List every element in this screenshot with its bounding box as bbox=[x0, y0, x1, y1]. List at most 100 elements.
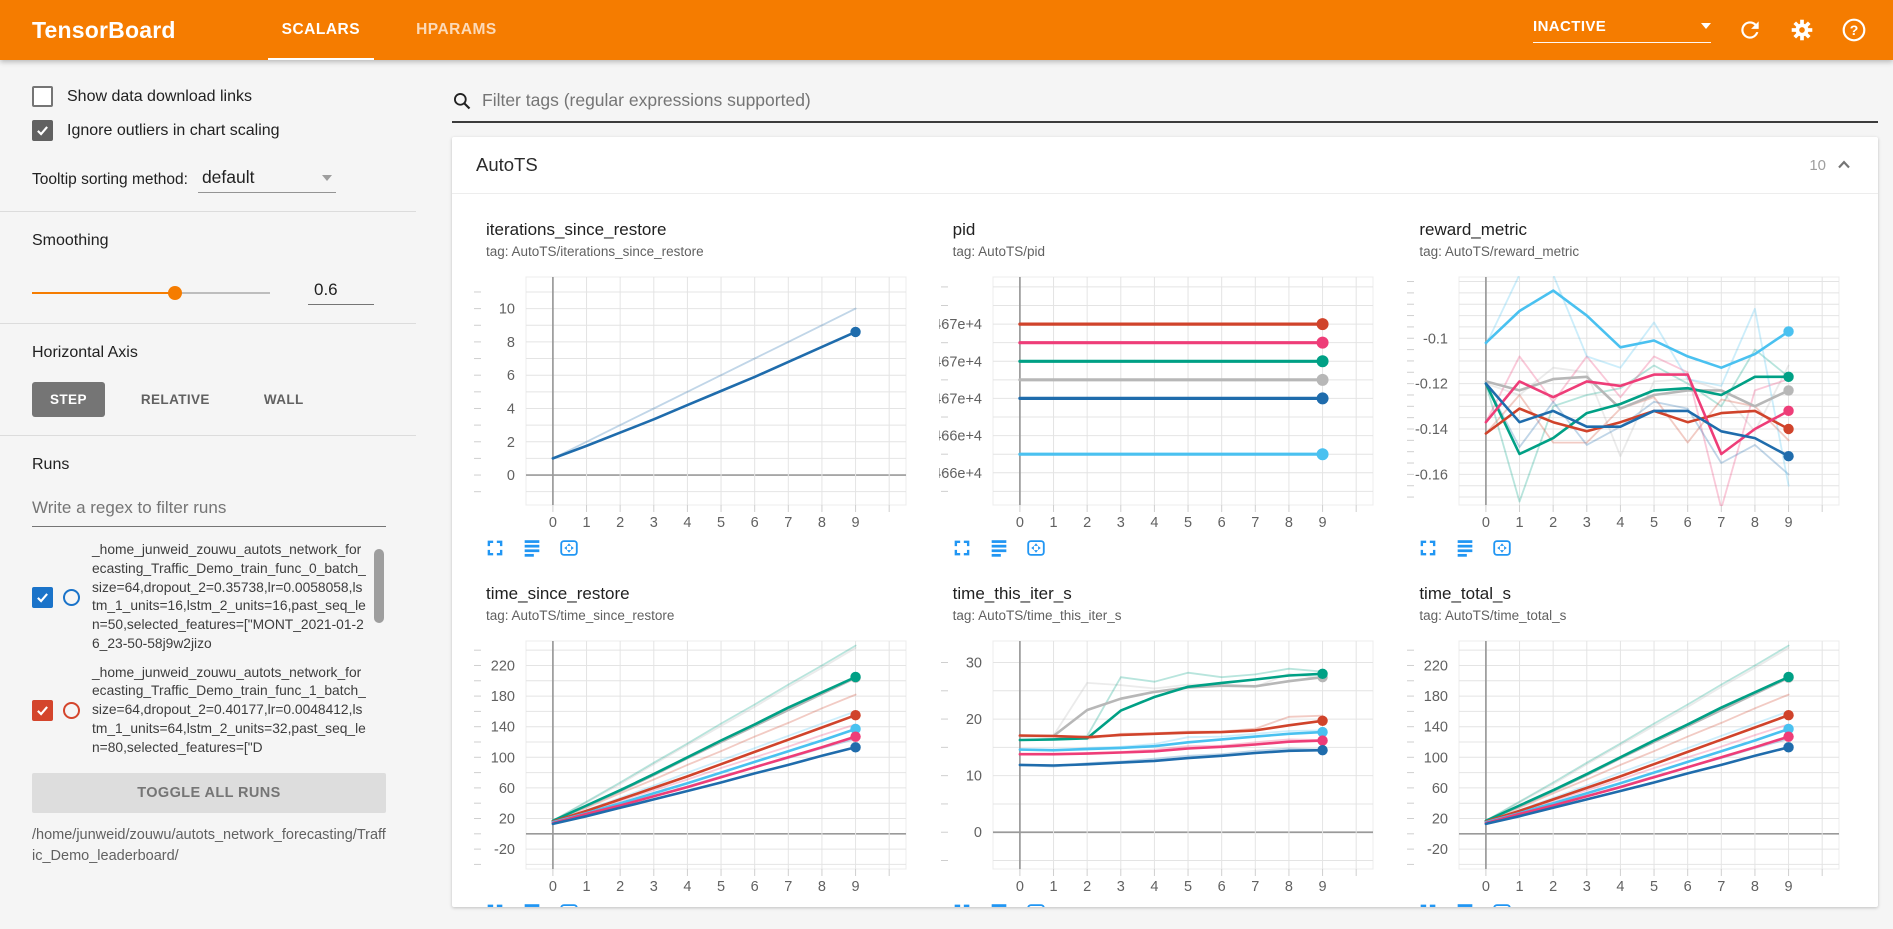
svg-text:1: 1 bbox=[1516, 879, 1524, 895]
reload-status-value: INACTIVE bbox=[1533, 17, 1607, 35]
expand-icon[interactable] bbox=[484, 901, 506, 907]
slider-knob[interactable] bbox=[167, 285, 182, 300]
svg-text:8: 8 bbox=[818, 515, 826, 531]
svg-text:4: 4 bbox=[507, 401, 515, 417]
run-checkbox[interactable] bbox=[32, 586, 53, 608]
chart-title: iterations_since_restore bbox=[486, 220, 667, 239]
expand-icon[interactable] bbox=[951, 537, 973, 564]
ignore-outliers-checkbox[interactable] bbox=[32, 120, 53, 141]
data-series-icon[interactable] bbox=[988, 537, 1010, 564]
chart-card: iterations_since_restore tag: AutoTS/iter… bbox=[472, 220, 922, 564]
tab-scalars[interactable]: SCALARS bbox=[254, 0, 388, 60]
show-download-links-checkbox[interactable] bbox=[32, 86, 53, 107]
chart-card: reward_metric tag: AutoTS/reward_metric -0… bbox=[1405, 220, 1855, 564]
svg-text:0: 0 bbox=[1482, 879, 1490, 895]
axis-step-button[interactable]: STEP bbox=[32, 382, 105, 417]
svg-text:60: 60 bbox=[499, 781, 515, 797]
runs-list: _home_junweid_zouwu_autots_network_forec… bbox=[32, 541, 386, 757]
check-icon bbox=[37, 706, 48, 716]
expand-icon[interactable] bbox=[484, 537, 506, 564]
svg-text:0: 0 bbox=[1016, 879, 1024, 895]
fit-domain-icon[interactable] bbox=[1491, 537, 1513, 564]
header-controls: INACTIVE ? bbox=[1533, 17, 1867, 44]
svg-text:140: 140 bbox=[491, 720, 515, 736]
svg-text:9: 9 bbox=[852, 879, 860, 895]
svg-text:5: 5 bbox=[1184, 879, 1192, 895]
svg-text:0: 0 bbox=[549, 879, 557, 895]
data-series-icon[interactable] bbox=[1454, 537, 1476, 564]
refresh-icon[interactable] bbox=[1736, 17, 1763, 44]
toggle-all-runs-button[interactable]: TOGGLE ALL RUNS bbox=[32, 773, 386, 814]
axis-wall-button[interactable]: WALL bbox=[263, 392, 304, 407]
chart-toolbar bbox=[939, 537, 1389, 564]
runs-filter-input[interactable] bbox=[32, 494, 386, 527]
ignore-outliers-checkbox-row[interactable]: Ignore outliers in chart scaling bbox=[32, 120, 386, 141]
collapse-section-icon[interactable] bbox=[1834, 155, 1854, 175]
tag-filter-input[interactable] bbox=[482, 90, 1878, 111]
chart-plot[interactable]: -0.1 -0.12 -0.14 -0.16 0 1 2 3 4 5 6 7 8 9 bbox=[1405, 271, 1849, 535]
svg-text:0: 0 bbox=[507, 468, 515, 484]
svg-text:9: 9 bbox=[852, 515, 860, 531]
fit-domain-icon[interactable] bbox=[1491, 901, 1513, 907]
chart-plot[interactable]: 0 2 4 6 8 10 0 1 2 3 4 5 6 7 8 9 bbox=[472, 271, 916, 535]
data-series-icon[interactable] bbox=[521, 901, 543, 907]
svg-text:5: 5 bbox=[717, 515, 725, 531]
run-checkbox[interactable] bbox=[32, 699, 53, 721]
tag-filter-bar bbox=[452, 90, 1878, 123]
fit-domain-icon[interactable] bbox=[558, 901, 580, 907]
svg-text:4: 4 bbox=[1617, 515, 1625, 531]
data-series-icon[interactable] bbox=[521, 537, 543, 564]
svg-text:220: 220 bbox=[1424, 658, 1448, 674]
reload-status-dropdown[interactable]: INACTIVE bbox=[1533, 18, 1711, 43]
chart-card: time_this_iter_s tag: AutoTS/time_this_it… bbox=[939, 584, 1389, 907]
svg-text:20: 20 bbox=[1432, 812, 1448, 828]
svg-text:1: 1 bbox=[1049, 879, 1057, 895]
chart-plot[interactable]: 30 20 10 0 0 1 2 3 4 5 6 7 8 9 bbox=[939, 635, 1383, 899]
divider bbox=[0, 211, 416, 212]
svg-text:100: 100 bbox=[1424, 750, 1448, 766]
data-series-icon[interactable] bbox=[988, 901, 1010, 907]
smoothing-slider[interactable] bbox=[32, 285, 270, 300]
run-radio[interactable] bbox=[63, 701, 80, 719]
autots-section-card: AutoTS 10 iterations_since_restore tag: A… bbox=[452, 137, 1878, 907]
chart-card: time_total_s tag: AutoTS/time_total_s 220 1… bbox=[1405, 584, 1855, 907]
svg-text:9: 9 bbox=[1785, 879, 1793, 895]
gear-icon[interactable] bbox=[1788, 17, 1815, 44]
data-series-icon[interactable] bbox=[1454, 901, 1476, 907]
svg-text:8: 8 bbox=[818, 879, 826, 895]
tooltip-sorting-dropdown[interactable]: default bbox=[197, 167, 336, 193]
svg-text:6: 6 bbox=[1217, 515, 1225, 531]
section-header[interactable]: AutoTS 10 bbox=[452, 137, 1878, 194]
fit-domain-icon[interactable] bbox=[558, 537, 580, 564]
chart-plot[interactable]: 220 180 140 100 60 20 -20 0 1 2 3 4 5 6 7 8 9 bbox=[1405, 635, 1849, 899]
chart-title: reward_metric bbox=[1419, 220, 1528, 239]
runs-scrollbar[interactable] bbox=[374, 549, 384, 623]
run-radio[interactable] bbox=[63, 588, 80, 606]
svg-text:6: 6 bbox=[751, 515, 759, 531]
expand-icon[interactable] bbox=[1417, 901, 1439, 907]
fit-domain-icon[interactable] bbox=[1025, 537, 1047, 564]
svg-text:1: 1 bbox=[1516, 515, 1524, 531]
show-download-links-checkbox-row[interactable]: Show data download links bbox=[32, 86, 386, 107]
run-list-item: _home_junweid_zouwu_autots_network_forec… bbox=[32, 541, 366, 654]
svg-text:6: 6 bbox=[751, 879, 759, 895]
fit-domain-icon[interactable] bbox=[1025, 901, 1047, 907]
tab-hparams[interactable]: HPARAMS bbox=[416, 21, 497, 38]
svg-text:8: 8 bbox=[1285, 515, 1293, 531]
chart-plot[interactable]: 220 180 140 100 60 20 -20 0 1 2 3 4 5 6 7 8 9 bbox=[472, 635, 916, 899]
help-icon[interactable]: ? bbox=[1840, 17, 1867, 44]
horizontal-axis-label: Horizontal Axis bbox=[32, 344, 138, 361]
expand-icon[interactable] bbox=[951, 901, 973, 907]
svg-text:1: 1 bbox=[1049, 515, 1057, 531]
smoothing-value[interactable]: 0.6 bbox=[308, 280, 374, 305]
section-chart-count: 10 bbox=[1809, 156, 1826, 174]
svg-text:2: 2 bbox=[1549, 879, 1557, 895]
sidebar: Show data download links Ignore outliers… bbox=[0, 60, 416, 929]
chart-toolbar bbox=[472, 537, 922, 564]
expand-icon[interactable] bbox=[1417, 537, 1439, 564]
axis-relative-button[interactable]: RELATIVE bbox=[140, 392, 210, 407]
